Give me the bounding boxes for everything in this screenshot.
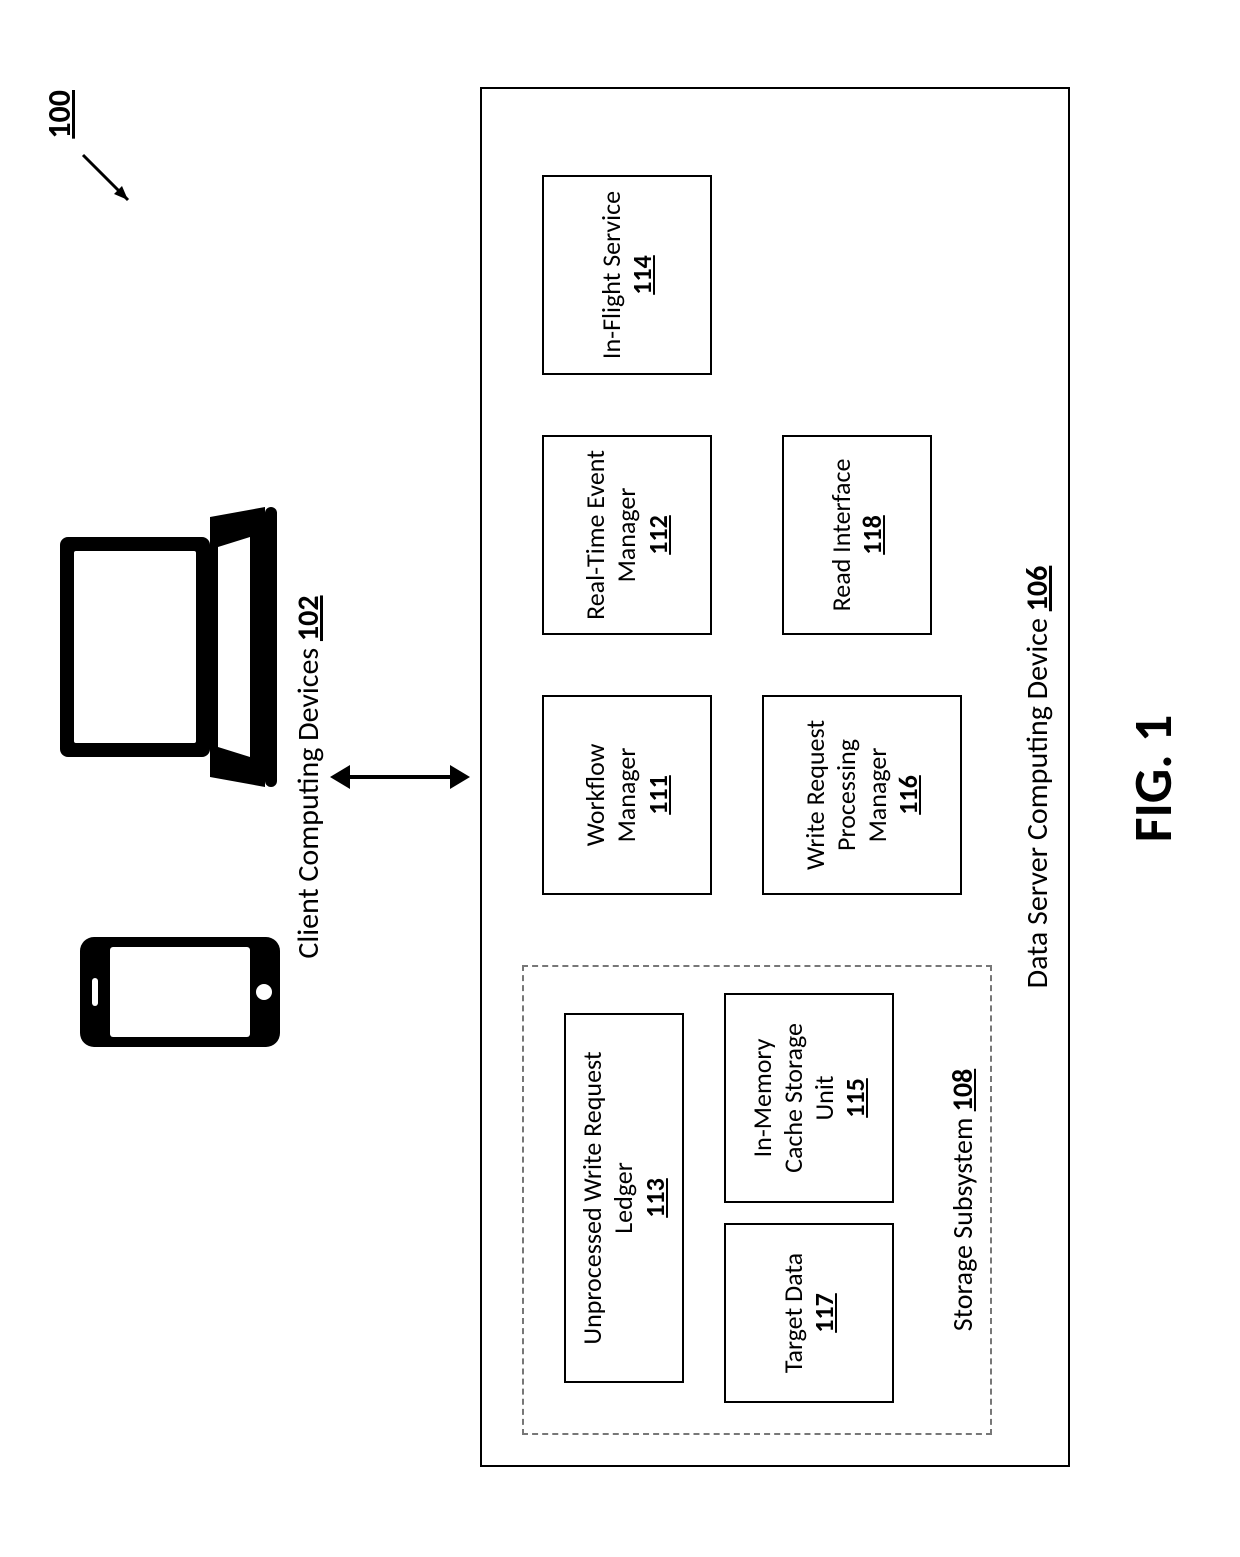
wfm-ref: 111 bbox=[642, 775, 674, 815]
storage-subsystem-box: Unprocessed Write Request Ledger 113 Tar… bbox=[522, 965, 992, 1435]
read-interface-box: Read Interface 118 bbox=[782, 435, 932, 635]
client-devices-text: Client Computing Devices bbox=[290, 648, 327, 959]
read-label: Read Interface bbox=[826, 459, 857, 612]
client-devices-group: Client Computing Devices 102 bbox=[60, 417, 327, 1137]
ifs-label: In-Flight Service bbox=[596, 191, 627, 359]
server-ref: 106 bbox=[1019, 566, 1056, 612]
workflow-manager-box: Workflow Manager 111 bbox=[542, 695, 712, 895]
cache-label: In-Memory Cache Storage Unit bbox=[747, 1005, 841, 1191]
wrpm-ref: 116 bbox=[892, 775, 924, 815]
storage-text: Storage Subsystem bbox=[945, 1118, 980, 1332]
wrpm-label: Write Request Processing Manager bbox=[800, 707, 894, 883]
smartphone-icon bbox=[80, 937, 280, 1047]
arrow-icon bbox=[78, 150, 138, 210]
target-data-label: Target Data bbox=[778, 1253, 809, 1373]
client-devices-label: Client Computing Devices 102 bbox=[290, 417, 327, 1137]
figure-caption: FIG. 1 bbox=[1120, 0, 1186, 1557]
figure-ref-100: 100 bbox=[40, 90, 79, 139]
client-devices-ref: 102 bbox=[290, 595, 327, 641]
write-request-processing-manager-box: Write Request Processing Manager 116 bbox=[762, 695, 962, 895]
in-memory-cache-box: In-Memory Cache Storage Unit 115 bbox=[724, 993, 894, 1203]
cache-ref: 115 bbox=[839, 1078, 871, 1118]
wfm-label: Workflow Manager bbox=[580, 707, 642, 883]
storage-ref: 108 bbox=[945, 1069, 980, 1112]
read-ref: 118 bbox=[856, 515, 888, 555]
storage-subsystem-label: Storage Subsystem 108 bbox=[945, 967, 980, 1433]
uwrl-ref: 113 bbox=[639, 1178, 671, 1218]
uwrl-label: Unprocessed Write Request Ledger bbox=[577, 1025, 639, 1371]
target-data-box: Target Data 117 bbox=[724, 1223, 894, 1403]
laptop-icon bbox=[60, 507, 280, 787]
diagram-stage: 100 bbox=[0, 0, 1240, 1557]
double-arrow-icon bbox=[330, 757, 470, 797]
rtem-label: Real-Time Event Manager bbox=[580, 447, 642, 623]
in-flight-service-box: In-Flight Service 114 bbox=[542, 175, 712, 375]
unprocessed-write-request-ledger-box: Unprocessed Write Request Ledger 113 bbox=[564, 1013, 684, 1383]
data-server-box: Unprocessed Write Request Ledger 113 Tar… bbox=[480, 87, 1070, 1467]
device-icons-row bbox=[60, 417, 280, 1137]
server-text: Data Server Computing Device bbox=[1019, 618, 1056, 988]
data-server-label: Data Server Computing Device 106 bbox=[1019, 89, 1056, 1465]
page-rotated: 100 bbox=[0, 317, 1240, 1557]
realtime-event-manager-box: Real-Time Event Manager 112 bbox=[542, 435, 712, 635]
target-data-ref: 117 bbox=[808, 1293, 840, 1333]
rtem-ref: 112 bbox=[642, 515, 674, 555]
ifs-ref: 114 bbox=[626, 255, 658, 295]
